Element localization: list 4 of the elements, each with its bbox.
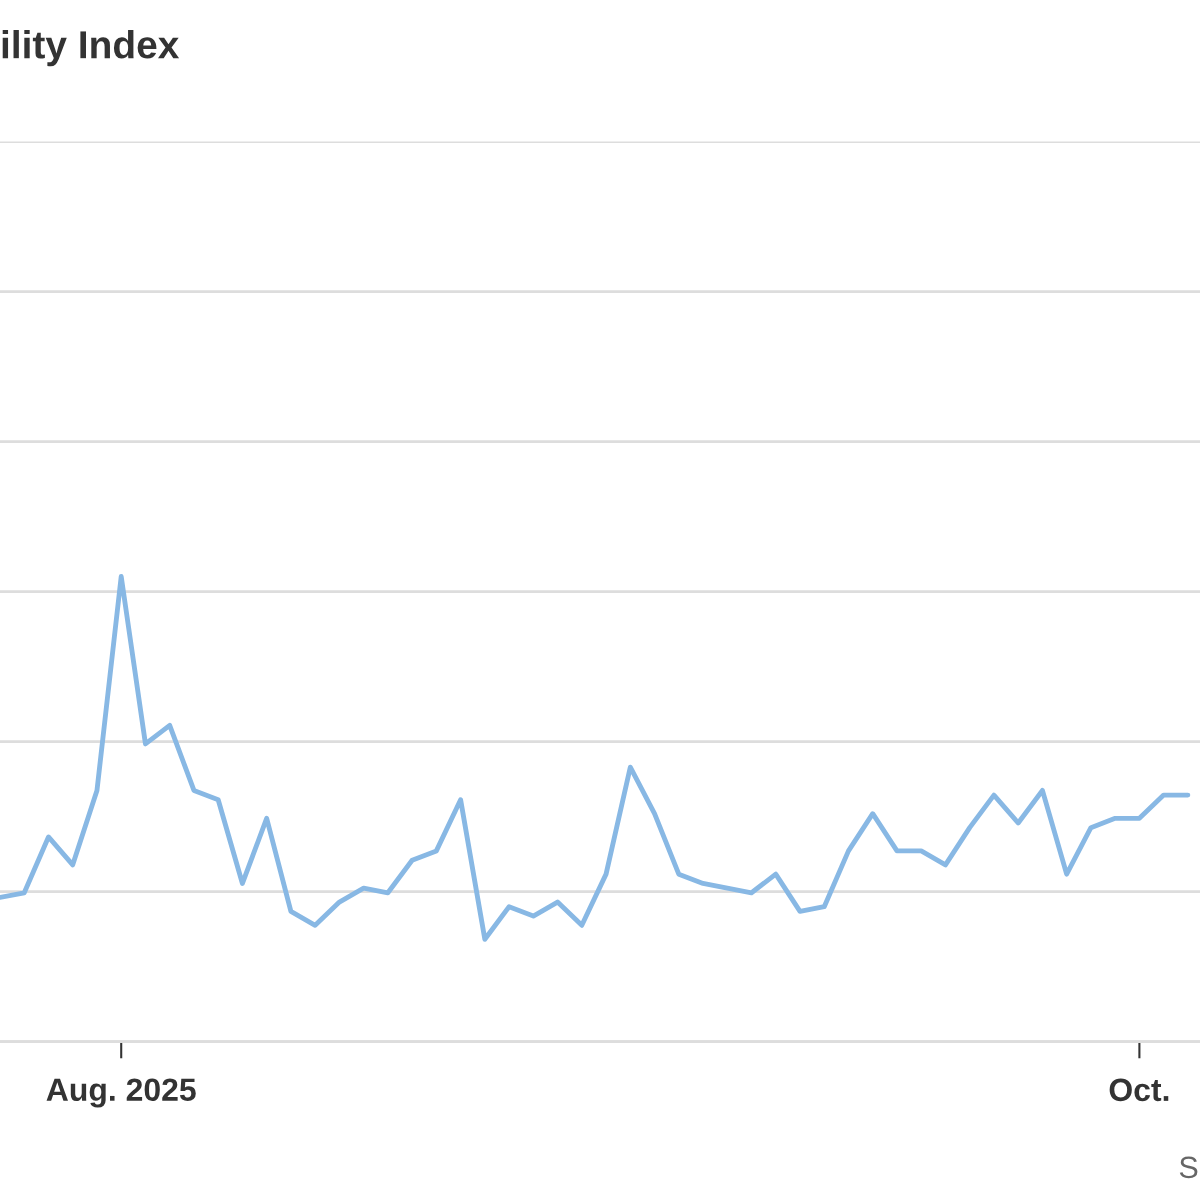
text: S — [1179, 1156, 1198, 1179]
x-tick-label: Aug. 2025 — [46, 1078, 196, 1108]
x-tick-label: Oct. — [1109, 1078, 1169, 1102]
chart-title: ility Index — [2, 30, 180, 67]
